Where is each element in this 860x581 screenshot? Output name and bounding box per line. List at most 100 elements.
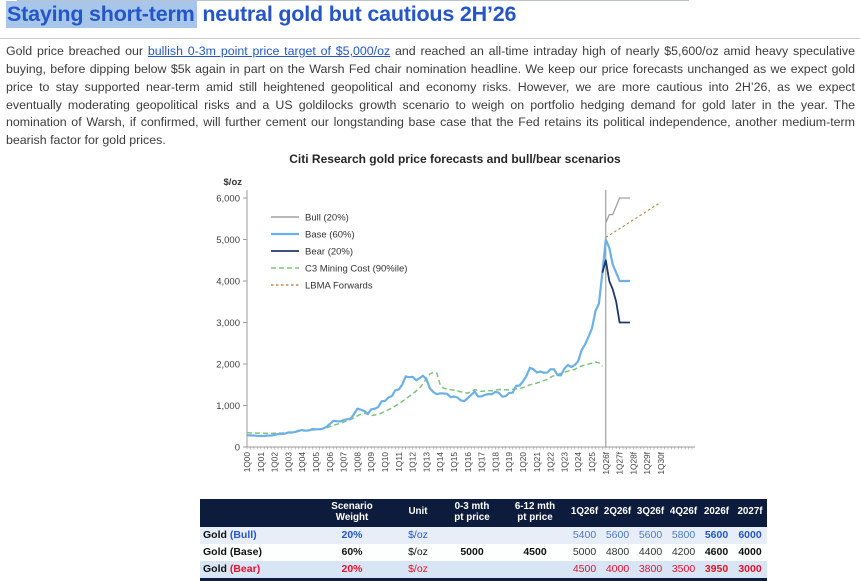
- x-tick-label: 1Q18: [490, 452, 500, 473]
- x-tick-label: 1Q06: [325, 452, 335, 473]
- gold-bull-label: Gold (Bull): [200, 527, 310, 544]
- x-tick-label: 1Q07: [339, 452, 349, 473]
- summary-paragraph: Gold price breached our bullish 0-3m poi…: [6, 43, 855, 150]
- x-tick-label: 1Q27f: [615, 451, 625, 474]
- x-tick-label: 1Q15: [449, 452, 459, 473]
- x-tick-label: 1Q30f: [656, 451, 666, 474]
- x-tick-label: 1Q26f: [601, 451, 611, 474]
- y-tick-label: 2,000: [216, 360, 240, 371]
- y-tick-label: 4,000: [216, 277, 240, 288]
- legend-label-c3-mining-cost: C3 Mining Cost (90%ile): [305, 264, 407, 275]
- gold-bear-2026f: 3950: [704, 563, 729, 576]
- gold-bear-weight: 20%: [341, 563, 363, 576]
- series-bull: [605, 197, 630, 224]
- col-header-pt-0-3m: 0-3 mth pt price: [442, 499, 502, 527]
- gold-bull-2026f: 5600: [704, 529, 729, 542]
- title-divider: [0, 38, 860, 39]
- x-tick-label: 1Q29f: [642, 451, 652, 474]
- x-tick-label: 1Q10: [380, 452, 390, 473]
- x-tick-label: 1Q08: [352, 452, 362, 473]
- x-tick-label: 1Q09: [366, 452, 376, 473]
- gold-bull-weight: 20%: [341, 529, 363, 542]
- x-tick-label: 1Q20: [518, 452, 528, 473]
- x-tick-label: 1Q12: [408, 452, 418, 473]
- row-gold-bear: Gold (Bear) 20% $/oz 4500 4000 3800 3500 3950 30…: [200, 560, 767, 580]
- col-header-unit: Unit: [394, 499, 442, 527]
- x-tick-label: 1Q25: [587, 452, 597, 473]
- title-rest: neutral gold but cautious 2H’26: [196, 2, 517, 26]
- series-bear: [601, 259, 630, 324]
- price-target-link[interactable]: bullish 0-3m point price target of $5,00…: [147, 44, 391, 58]
- col-header-2q26f: 2Q26f: [601, 499, 634, 527]
- col-header-3q26f: 3Q26f: [634, 499, 667, 527]
- scenario-name: (Base): [229, 546, 262, 559]
- x-tick-label: 1Q22: [546, 452, 556, 473]
- gold-bear-2q26f: 4000: [605, 563, 630, 576]
- legend-label-bear: Bear (20%): [305, 247, 353, 258]
- x-tick-label: 1Q05: [311, 452, 321, 473]
- summary-text-after-link: and reached an all-time intraday high of…: [6, 44, 855, 148]
- legend-label-base: Base (60%): [305, 230, 355, 241]
- x-tick-label: 1Q11: [394, 452, 404, 472]
- row-gold-base: Gold (Base) 60% $/oz 5000 4500 5000 4800 4400 42…: [200, 543, 767, 561]
- gold-bear-4q26f: 3500: [671, 563, 696, 576]
- col-header-2027f: 2027f: [733, 499, 767, 527]
- commodity-name: Gold: [203, 546, 230, 559]
- gold-bear-label: Gold (Bear): [200, 561, 310, 580]
- gold-base-1q26f: 5000: [572, 546, 597, 559]
- gold-bear-3q26f: 3800: [638, 563, 663, 576]
- x-tick-label: 1Q02: [270, 452, 280, 473]
- gold-bear-pt-0-3m: [442, 561, 502, 580]
- gold-bull-unit: $/oz: [408, 529, 428, 542]
- gold-base-pt-6-12m: 4500: [523, 546, 547, 559]
- gold-bear-1q26f: 4500: [572, 563, 597, 576]
- x-tick-label: 1Q16: [463, 452, 473, 473]
- gold-base-2q26f: 4800: [605, 546, 630, 559]
- gold-base-2026f: 4600: [704, 546, 729, 559]
- y-axis-unit-label: $/oz: [224, 177, 243, 188]
- col-header-2026f: 2026f: [700, 499, 733, 527]
- forecast-table-header: Scenario Weight Unit 0-3 mth pt price 6-12 …: [200, 499, 767, 527]
- gold-base-pt-0-3m: 5000: [460, 546, 484, 559]
- series-base: [246, 238, 630, 438]
- gold-base-label: Gold (Base): [200, 544, 310, 561]
- x-tick-label: 1Q19: [504, 452, 514, 473]
- gold-bull-3q26f: 5600: [638, 529, 663, 542]
- x-tick-label: 1Q13: [421, 452, 431, 473]
- gold-bull-pt-6-12m: [502, 527, 568, 544]
- title-selection-highlight: Staying short-term: [6, 1, 197, 28]
- scenario-name: (Bull): [229, 529, 257, 542]
- gold-base-4q26f: 4200: [671, 546, 696, 559]
- gold-bull-2027f: 6000: [738, 529, 762, 542]
- y-tick-label: 6,000: [216, 194, 240, 205]
- series-lbma-forwards: [605, 201, 662, 238]
- y-tick-label: 3,000: [216, 318, 240, 329]
- x-tick-label: 1Q04: [297, 452, 307, 473]
- gold-base-2027f: 4000: [738, 546, 762, 559]
- gold-base-3q26f: 4400: [638, 546, 663, 559]
- top-hairline: [17, 0, 689, 1]
- row-gold-bull: Gold (Bull) 20% $/oz 5400 5600 5600 5800 5600 60…: [200, 526, 767, 544]
- chart-canvas: 0 1,000 2,000 3,000 4,000 5,000 6,000 1Q00 1Q01 1…: [216, 177, 695, 475]
- legend-label-lbma-forwards: LBMA Forwards: [305, 281, 373, 292]
- gold-bull-2q26f: 5600: [605, 529, 630, 542]
- col-header-1q26f: 1Q26f: [568, 499, 601, 527]
- gold-bear-2027f: 3000: [738, 563, 762, 576]
- forecast-table: Scenario Weight Unit 0-3 mth pt price 6-12 …: [200, 499, 767, 581]
- legend-label-bull: Bull (20%): [305, 213, 349, 224]
- summary-text-before-link: Gold price breached our: [6, 44, 148, 58]
- x-tick-label: 1Q21: [532, 452, 542, 473]
- chart-title: Citi Research gold price forecasts and b…: [289, 152, 621, 166]
- forecast-table-body: Gold (Bull) 20% $/oz 5400 5600 5600 5800 5600 60…: [200, 526, 767, 580]
- y-tick-label: 5,000: [216, 235, 240, 246]
- x-tick-label: 1Q00: [242, 452, 252, 473]
- gold-forecast-chart: Citi Research gold price forecasts and b…: [175, 152, 735, 497]
- y-tick-label: 1,000: [216, 401, 240, 412]
- col-header-weight: Scenario Weight: [310, 499, 394, 527]
- gold-base-weight: 60%: [341, 546, 363, 559]
- gold-bear-pt-6-12m: [502, 561, 568, 580]
- series-c3-mining-cost: [246, 361, 603, 435]
- gold-bull-1q26f: 5400: [572, 529, 597, 542]
- col-header-4q26f: 4Q26f: [667, 499, 700, 527]
- x-tick-label: 1Q03: [283, 452, 293, 473]
